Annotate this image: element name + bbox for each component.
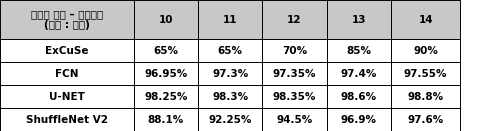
Bar [134,39,198,62]
Text: 97.55%: 97.55% [404,69,447,79]
Text: 98.6%: 98.6% [341,92,377,102]
Text: ExCuSe: ExCuSe [45,46,89,56]
Bar [391,85,460,108]
Bar [262,108,327,131]
Text: 97.3%: 97.3% [212,69,248,79]
Bar [327,39,391,62]
Bar [0,0,134,39]
Text: 10: 10 [158,15,173,25]
Text: 96.9%: 96.9% [341,114,377,125]
Text: 96.95%: 96.95% [144,69,188,79]
Bar [198,85,262,108]
Text: 97.6%: 97.6% [407,114,444,125]
Bar [198,108,262,131]
Text: 98.3%: 98.3% [212,92,248,102]
Bar [391,0,460,39]
Bar [198,0,262,39]
Bar [391,39,460,62]
Text: 14: 14 [418,15,433,25]
Bar [134,0,198,39]
Text: 94.5%: 94.5% [276,114,313,125]
Text: U-NET: U-NET [49,92,85,102]
Bar [327,0,391,39]
Bar [0,62,134,85]
Bar [327,62,391,85]
Text: FCN: FCN [55,69,79,79]
Text: 88.1%: 88.1% [148,114,184,125]
Bar [134,108,198,131]
Bar [262,39,327,62]
Bar [391,108,460,131]
Text: 85%: 85% [346,46,371,56]
Text: 70%: 70% [282,46,307,56]
Text: 65%: 65% [218,46,243,56]
Bar [198,62,262,85]
Text: 92.25%: 92.25% [208,114,252,125]
Text: 97.4%: 97.4% [341,69,377,79]
Text: 11: 11 [223,15,238,25]
Text: 12: 12 [287,15,302,25]
Text: 허용된 예측 – 정답거리
(단위 : 픽셀): 허용된 예측 – 정답거리 (단위 : 픽셀) [31,9,103,30]
Bar [134,62,198,85]
Bar [391,62,460,85]
Bar [0,39,134,62]
Bar [198,39,262,62]
Text: 90%: 90% [413,46,438,56]
Bar [262,62,327,85]
Text: 65%: 65% [153,46,178,56]
Bar [262,85,327,108]
Bar [0,108,134,131]
Bar [0,85,134,108]
Text: ShuffleNet V2: ShuffleNet V2 [26,114,108,125]
Bar [327,85,391,108]
Text: 98.25%: 98.25% [144,92,188,102]
Text: 98.35%: 98.35% [273,92,316,102]
Bar [134,85,198,108]
Bar [327,108,391,131]
Text: 13: 13 [351,15,366,25]
Text: 97.35%: 97.35% [273,69,316,79]
Text: 98.8%: 98.8% [408,92,444,102]
Bar [262,0,327,39]
